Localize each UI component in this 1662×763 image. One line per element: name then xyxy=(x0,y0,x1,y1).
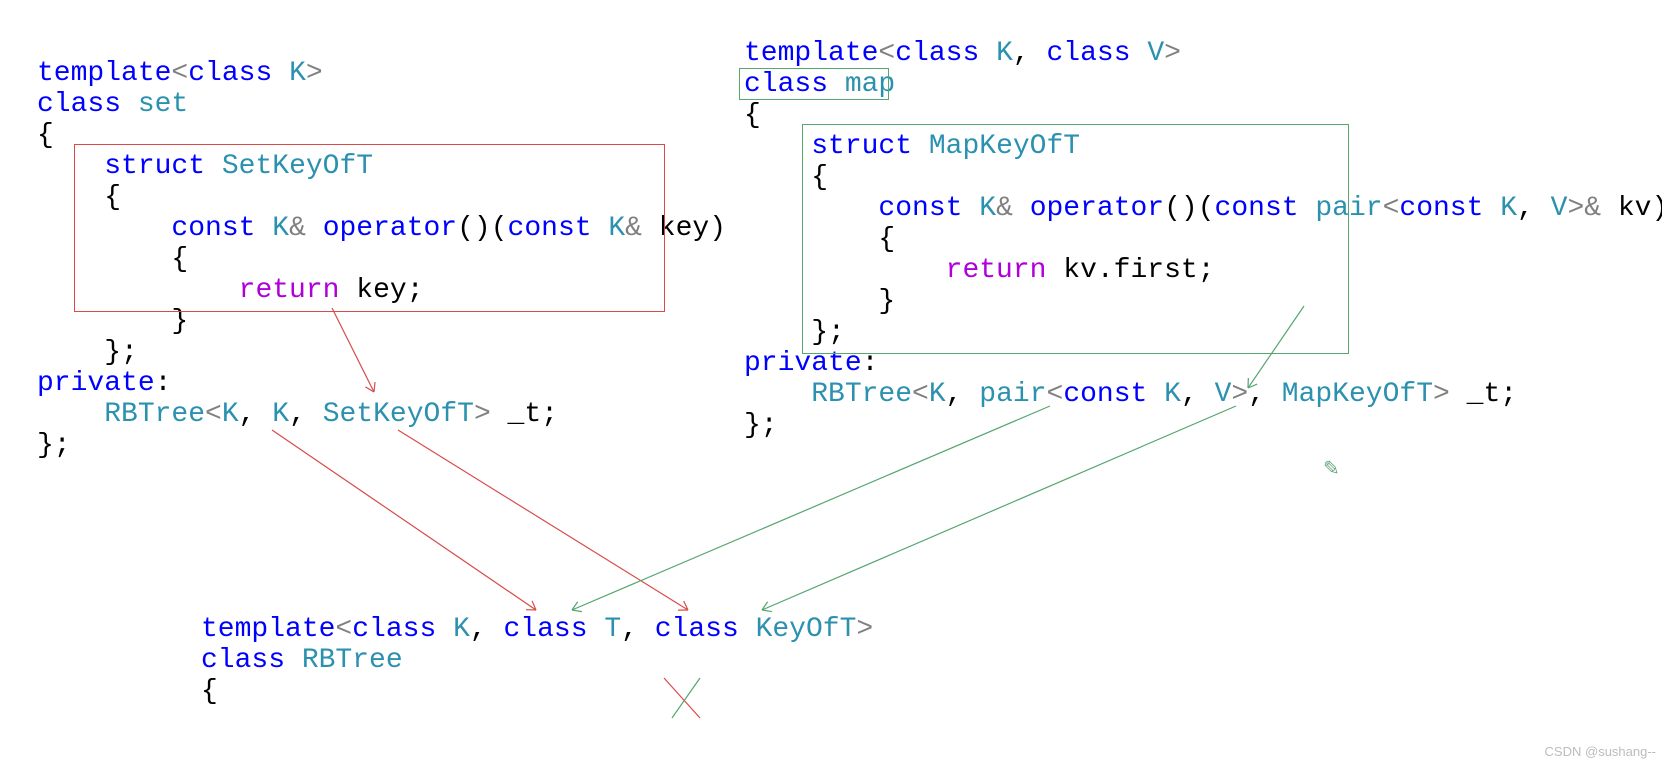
pencil-icon: ✎ xyxy=(1323,456,1340,482)
watermark: CSDN @sushang-- xyxy=(1545,744,1656,759)
code-block-rbtree: template<class K, class T, class KeyOfT>… xyxy=(201,614,873,707)
code-block-map: template<class K, class V> class map { s… xyxy=(744,38,1662,441)
code-block-set: template<class K> class set { struct Set… xyxy=(37,58,726,461)
